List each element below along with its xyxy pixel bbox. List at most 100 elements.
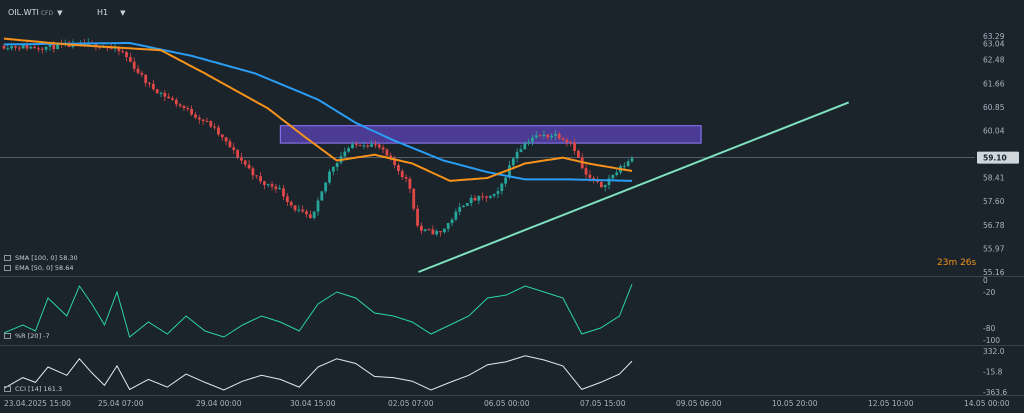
timeframe-selector[interactable]: H1 ▼ bbox=[97, 8, 126, 17]
candle-body bbox=[630, 158, 634, 162]
candle-body bbox=[473, 197, 477, 201]
wr-tick-label: 0 bbox=[983, 276, 988, 285]
candle-body bbox=[569, 142, 573, 144]
cci-tick-label: -363.6 bbox=[983, 388, 1007, 397]
price-tick-label: 63.04 bbox=[983, 39, 1005, 48]
candle-body bbox=[33, 46, 37, 49]
candle-body bbox=[220, 134, 224, 138]
candle-body bbox=[362, 145, 366, 147]
candle-body bbox=[274, 186, 278, 189]
candle-body bbox=[446, 223, 450, 229]
candle-body bbox=[492, 193, 496, 196]
indicator-settings-icon[interactable] bbox=[4, 265, 11, 271]
candle-body bbox=[209, 121, 213, 127]
candle-body bbox=[408, 178, 412, 189]
symbol-selector[interactable]: OIL.WTI CFD ▼ bbox=[8, 8, 62, 17]
cci-legend[interactable]: CCI [14] 161.3 bbox=[4, 385, 62, 393]
candle-body bbox=[144, 74, 148, 83]
candle-body bbox=[213, 126, 217, 128]
time-axis-label: 25.04 07:00 bbox=[98, 399, 144, 408]
candle-body bbox=[94, 43, 98, 47]
time-axis-label: 07.05 15:00 bbox=[580, 399, 626, 408]
candle-body bbox=[439, 231, 442, 233]
candle-body bbox=[305, 211, 308, 215]
candle-body bbox=[485, 196, 488, 198]
candle-body bbox=[228, 141, 232, 148]
candle-body bbox=[21, 45, 25, 49]
candle-body bbox=[488, 195, 492, 198]
candle-body bbox=[519, 149, 523, 152]
time-axis-label: 09.05 06:00 bbox=[676, 399, 722, 408]
wr-legend-label: %R [20] -7 bbox=[15, 332, 50, 340]
cci-tick-label: -15.8 bbox=[983, 368, 1003, 377]
candle-body bbox=[603, 184, 607, 188]
candle-body bbox=[17, 47, 21, 49]
current-price-tag bbox=[977, 151, 1019, 164]
candle-body bbox=[109, 48, 113, 50]
candle-body bbox=[217, 127, 220, 135]
candle-body bbox=[201, 119, 205, 121]
candle-body bbox=[301, 209, 305, 212]
candle-body bbox=[163, 92, 167, 97]
candle-body bbox=[481, 196, 485, 198]
candle-body bbox=[515, 151, 519, 159]
candle-body bbox=[48, 44, 52, 47]
candle-body bbox=[285, 196, 289, 202]
candle-body bbox=[236, 149, 239, 158]
candle-body bbox=[178, 104, 182, 106]
indicator-settings-icon[interactable] bbox=[4, 386, 11, 392]
sma-legend[interactable]: SMA [100, 0] 58.30 bbox=[4, 254, 78, 262]
candle-body bbox=[255, 175, 259, 177]
wr-line bbox=[3, 284, 633, 338]
time-axis-label: 14.05 00:00 bbox=[964, 399, 1010, 408]
candle-body bbox=[40, 48, 44, 50]
candle-body bbox=[400, 171, 404, 178]
price-tick-label: 55.97 bbox=[983, 244, 1005, 253]
candle-body bbox=[599, 181, 603, 188]
candle-body bbox=[393, 158, 396, 166]
wr-legend[interactable]: %R [20] -7 bbox=[4, 332, 50, 340]
candle-body bbox=[358, 144, 362, 146]
candle-body bbox=[140, 72, 144, 75]
candle-body bbox=[427, 229, 431, 231]
candle-body bbox=[504, 177, 508, 184]
indicator-settings-icon[interactable] bbox=[4, 255, 11, 261]
candle-body bbox=[500, 183, 504, 192]
candle-body bbox=[132, 61, 136, 69]
timeframe-label: H1 bbox=[97, 8, 109, 17]
candle-body bbox=[381, 147, 385, 150]
price-tick-label: 56.78 bbox=[983, 221, 1005, 230]
indicator-settings-icon[interactable] bbox=[4, 333, 11, 339]
candle-body bbox=[374, 144, 377, 146]
candle-body bbox=[29, 46, 33, 49]
candle-body bbox=[404, 177, 408, 179]
candle-body bbox=[167, 96, 171, 99]
candle-body bbox=[419, 225, 423, 231]
candle-body bbox=[465, 203, 469, 206]
price-tick-label: 58.41 bbox=[983, 174, 1005, 183]
candle-body bbox=[182, 105, 186, 109]
chevron-down-icon[interactable]: ▼ bbox=[57, 9, 63, 17]
candle-body bbox=[117, 47, 121, 52]
candle-body bbox=[573, 142, 576, 152]
candle-body bbox=[37, 48, 40, 50]
candle-body bbox=[588, 174, 592, 178]
candle-body bbox=[224, 137, 228, 142]
candle-body bbox=[416, 208, 419, 226]
candle-body bbox=[366, 145, 370, 147]
chevron-down-icon[interactable]: ▼ bbox=[120, 9, 126, 17]
sma-legend-label: SMA [100, 0] 58.30 bbox=[15, 254, 78, 262]
candle-body bbox=[442, 228, 446, 233]
ema-legend[interactable]: EMA [50, 0] 58.64 bbox=[4, 264, 74, 272]
wr-tick-label: -100 bbox=[983, 336, 1000, 345]
candle-body bbox=[561, 138, 565, 140]
price-tick-label: 57.60 bbox=[983, 197, 1005, 206]
candle-body bbox=[435, 231, 439, 235]
candle-body bbox=[554, 133, 557, 136]
candle-body bbox=[312, 211, 316, 219]
candle-body bbox=[128, 57, 132, 62]
candle-body bbox=[607, 178, 611, 185]
candle-body bbox=[289, 201, 293, 206]
